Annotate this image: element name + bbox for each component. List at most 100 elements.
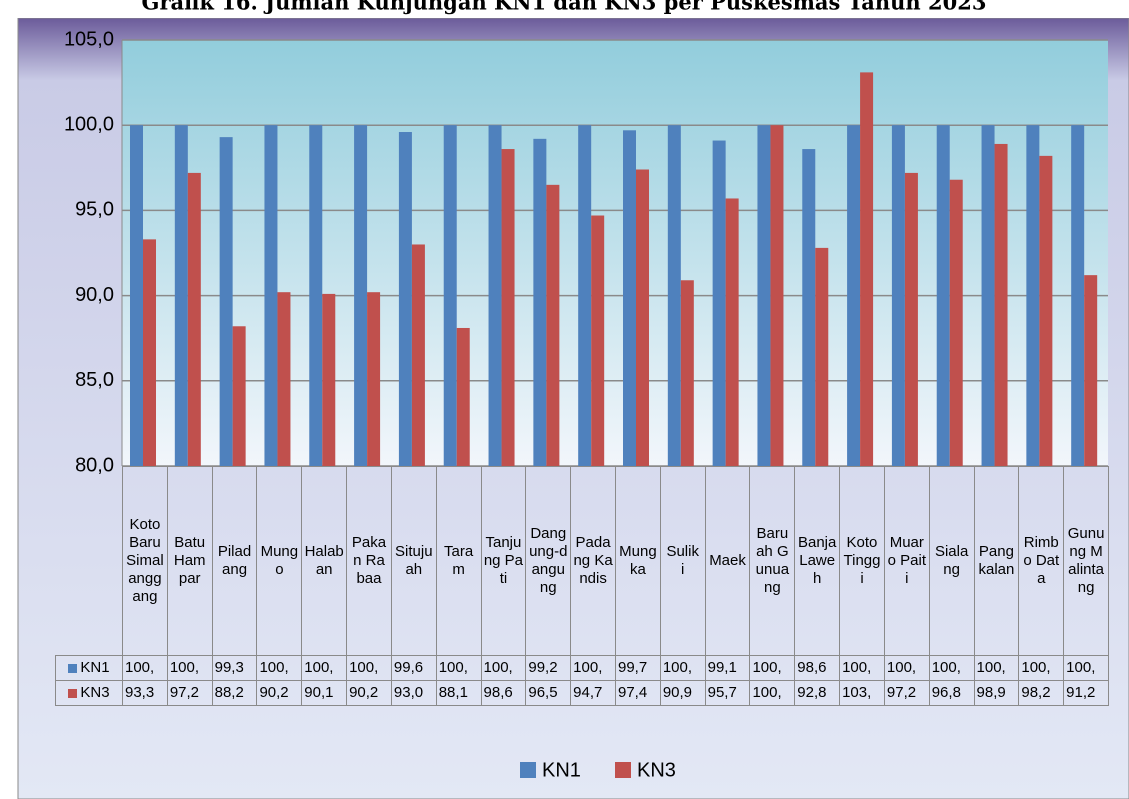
bar (130, 125, 143, 466)
category-label: Mungo (256, 466, 303, 656)
category-label: Situjuah (390, 466, 437, 656)
table-value: 99,7 (615, 655, 661, 681)
bar (322, 293, 336, 466)
table-value: 100, (659, 655, 706, 681)
bar (802, 149, 816, 466)
bar (398, 132, 412, 467)
bar (981, 125, 995, 466)
bar (725, 198, 739, 467)
bar (501, 149, 515, 466)
bar (712, 140, 726, 466)
bar (815, 247, 829, 466)
table-value: 98,9 (973, 680, 1020, 706)
bar (757, 125, 771, 466)
bar (891, 125, 905, 466)
bar (904, 172, 918, 467)
category-label: Muaro Paiti (883, 466, 930, 656)
bar (936, 125, 950, 466)
bar (546, 184, 560, 466)
table-value: 91,2 (1063, 680, 1109, 706)
y-tick-label: 95,0 (75, 199, 114, 221)
table-value: 97,4 (615, 680, 661, 706)
bar (1084, 275, 1098, 466)
y-tick-label: 80,0 (75, 454, 114, 476)
table-value: 88,2 (211, 680, 258, 706)
bar (411, 244, 425, 466)
bar (1039, 155, 1053, 466)
table-value: 100, (749, 655, 796, 681)
table-value: 100, (883, 655, 930, 681)
legend-swatch (68, 663, 78, 673)
category-label: Taram (435, 466, 482, 656)
table-value: 88,1 (435, 680, 482, 706)
category-label: Koto Tinggi (839, 466, 885, 656)
table-value: 100, (570, 655, 616, 681)
table-value: 100, (346, 655, 392, 681)
table-value: 95,7 (704, 680, 751, 706)
bar (354, 125, 368, 466)
table-value: 100, (480, 655, 527, 681)
table-row-header: KN3 (55, 680, 123, 706)
category-label: Baruah Gunuang (749, 466, 796, 656)
bar (591, 215, 605, 466)
table-value: 97,2 (883, 680, 930, 706)
table-value: 100, (166, 655, 213, 681)
table-value: 100, (1018, 655, 1065, 681)
category-label: Sulik i (659, 466, 706, 656)
table-value: 99,6 (390, 655, 437, 681)
category-label: Sialang (928, 466, 975, 656)
bar (367, 292, 381, 466)
legend-swatch (520, 762, 536, 778)
bar (636, 169, 649, 466)
bar (860, 72, 874, 466)
table-value: 100, (928, 655, 975, 681)
title-band (0, 0, 1129, 18)
table-value: 94,7 (570, 680, 616, 706)
y-tick-label: 100,0 (64, 113, 114, 135)
bar (232, 326, 246, 466)
bar (1071, 125, 1085, 466)
y-tick-label: 85,0 (75, 369, 114, 391)
bar (770, 125, 784, 466)
legend-label: KN1 (542, 759, 581, 781)
bar (623, 130, 636, 466)
bar (1026, 125, 1040, 466)
table-value: 90,2 (256, 680, 303, 706)
category-label: Maek (704, 466, 751, 656)
bar (174, 125, 188, 466)
legend-label: KN3 (637, 759, 676, 781)
category-label: Banja Laweh (794, 466, 841, 656)
category-label: Batu Hampar (166, 466, 213, 656)
table-value: 100, (749, 680, 796, 706)
series-name: KN1 (80, 659, 110, 676)
category-label: Halaban (301, 466, 348, 656)
table-value: 90,2 (346, 680, 392, 706)
bar (309, 125, 323, 466)
bar (847, 125, 861, 466)
table-value: 90,1 (301, 680, 348, 706)
bar (488, 125, 502, 466)
y-tick-label: 90,0 (75, 284, 114, 306)
table-value: 100, (256, 655, 303, 681)
category-label: Tanjung Pati (480, 466, 527, 656)
table-value: 93,3 (122, 680, 168, 706)
bar (277, 292, 291, 466)
y-tick-label: 105,0 (64, 28, 114, 50)
chart-title: Grafik 16. Jumlah Kunjungan KN1 dan KN3 … (142, 0, 987, 15)
series-name: KN3 (80, 684, 110, 701)
table-value: 98,6 (794, 655, 841, 681)
table-value: 99,2 (525, 655, 572, 681)
table-value: 90,9 (659, 680, 706, 706)
bar (533, 138, 547, 466)
category-label: Koto Baru Simalanggang (122, 466, 168, 656)
category-label: Padang Kandis (570, 466, 616, 656)
bar (994, 143, 1008, 466)
table-value: 99,3 (211, 655, 258, 681)
table-value: 92,8 (794, 680, 841, 706)
table-value: 96,5 (525, 680, 572, 706)
category-label: Gunung Malintang (1063, 466, 1109, 656)
table-value: 97,2 (166, 680, 213, 706)
bar (680, 280, 694, 466)
